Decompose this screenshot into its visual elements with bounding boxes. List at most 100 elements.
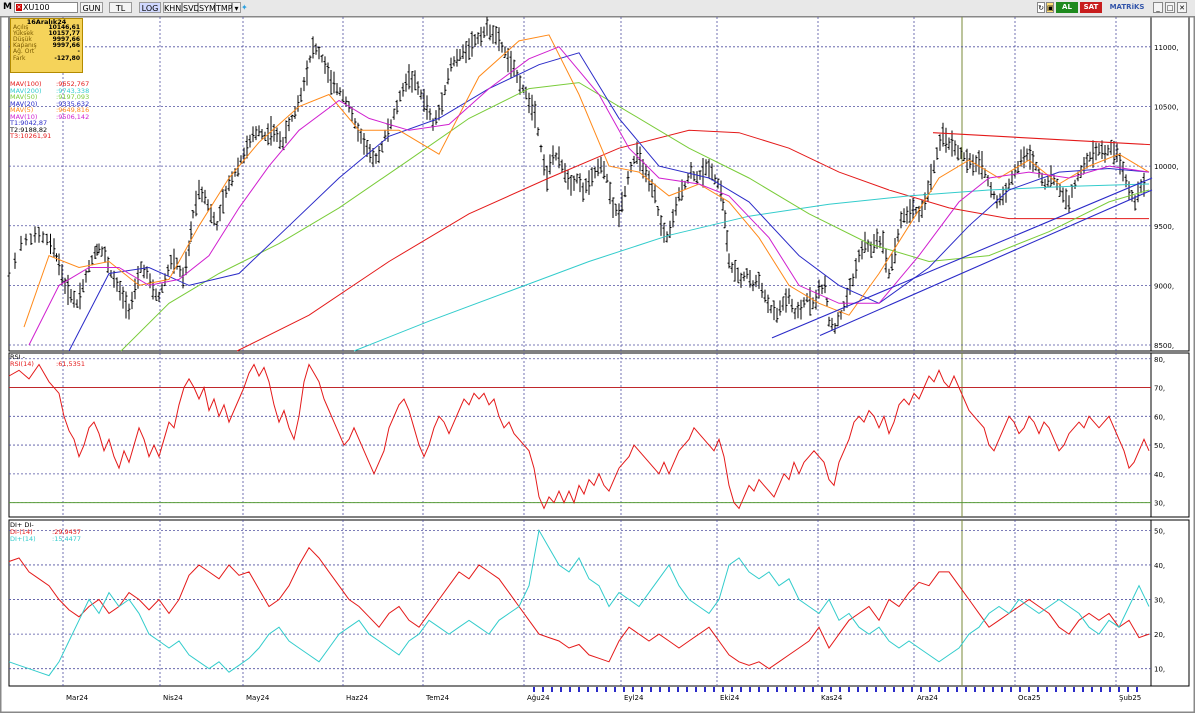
x-tick-label: Nis24: [163, 694, 183, 702]
rsi-legend: RSI(14):61,5351: [10, 361, 85, 368]
time-tick: [551, 687, 553, 692]
x-tick-label: Haz24: [346, 694, 369, 702]
time-tick: [650, 687, 652, 692]
matriks-logo: MATRiKS: [1109, 3, 1145, 11]
time-tick: [659, 687, 661, 692]
time-tick: [1127, 687, 1129, 692]
menu-button[interactable]: M: [3, 2, 12, 12]
time-tick: [965, 687, 967, 692]
time-tick: [803, 687, 805, 692]
ma-legend-item: MAV(5) :9649,816: [10, 107, 89, 114]
time-tick: [920, 687, 922, 692]
price-tick-label: 10500,: [1154, 103, 1179, 111]
time-tick: [884, 687, 886, 692]
minimize-icon[interactable]: _: [1153, 2, 1163, 13]
info-date: 16Aralık24: [26, 18, 67, 26]
trendline: [819, 189, 1153, 336]
period-button-gun[interactable]: GUN: [80, 2, 103, 13]
time-tick: [677, 687, 679, 692]
time-tick: [1046, 687, 1048, 692]
price-tick-label: 9500,: [1154, 223, 1174, 231]
moving-average-line: [23, 34, 1150, 328]
time-tick: [1136, 687, 1138, 692]
time-tick: [938, 687, 940, 692]
close-icon[interactable]: ✕: [16, 4, 22, 11]
x-tick-label: Eki24: [720, 694, 740, 702]
time-tick: [857, 687, 859, 692]
ma-legend-value: :9197,093: [56, 93, 90, 101]
currency-button-tl[interactable]: TL: [109, 2, 132, 13]
di-tick-label: 20,: [1154, 631, 1165, 639]
close-window-icon[interactable]: ✕: [1177, 2, 1187, 13]
symbol-text: XU100: [23, 3, 50, 12]
tmp-button[interactable]: TMP: [215, 2, 233, 13]
price-tick-label: 11000,: [1154, 44, 1179, 52]
rsi-tick-label: 60,: [1154, 413, 1165, 421]
ma-legend-name: MAV(20): [10, 99, 38, 108]
time-tick: [1082, 687, 1084, 692]
lock-icon[interactable]: ▣: [1046, 2, 1054, 13]
di-tick-label: 40,: [1154, 562, 1165, 570]
time-tick: [830, 687, 832, 692]
time-tick: [587, 687, 589, 692]
time-tick: [974, 687, 976, 692]
rsi-legend-value: :61,5351: [56, 360, 86, 368]
ma-legend-item: MAV(50):9197,093: [10, 94, 89, 101]
time-tick: [776, 687, 778, 692]
svd-button[interactable]: SVD: [182, 2, 200, 13]
y-axis-frame: [1150, 16, 1190, 352]
time-tick: [542, 687, 544, 692]
di-chart: [8, 528, 1150, 677]
time-tick: [992, 687, 994, 692]
time-tick: [1091, 687, 1093, 692]
rsi-tick-label: 40,: [1154, 471, 1165, 479]
price-tick-label: 10000,: [1154, 163, 1179, 171]
sell-button[interactable]: SAT: [1080, 2, 1102, 13]
ma-legend-item: T3:10261,91: [10, 133, 56, 140]
ma-legend-name: MAV(5): [10, 106, 34, 114]
ma-legend-item: MAV(20):9335,632: [10, 99, 89, 108]
maximize-icon[interactable]: □: [1165, 2, 1175, 13]
ma-legend-value: :9743,338: [56, 86, 90, 95]
time-tick: [569, 687, 571, 692]
di-plus-legend: DI+(14):15,4477: [10, 536, 81, 543]
di-plus-line: [8, 528, 1150, 677]
ma-legend-name: MAV(100): [10, 80, 42, 88]
rsi-tick-label: 30,: [1154, 500, 1165, 508]
panel-frame: [8, 519, 1152, 687]
time-tick: [749, 687, 751, 692]
time-tick: [1055, 687, 1057, 692]
symbol-input[interactable]: ✕ XU100: [14, 2, 78, 13]
time-tick: [1028, 687, 1030, 692]
time-tick: [695, 687, 697, 692]
ma-legend-name: MAV(200): [10, 86, 42, 95]
time-tick: [947, 687, 949, 692]
log-button[interactable]: LOG: [139, 2, 161, 13]
dropdown-button[interactable]: ▾: [232, 2, 241, 13]
khn-button[interactable]: KHN: [163, 2, 182, 13]
time-tick: [848, 687, 850, 692]
ma-legend-item: T2:9188,82: [10, 126, 56, 134]
time-tick: [794, 687, 796, 692]
di-minus-legend-value: :29,9437: [52, 528, 82, 536]
x-tick-label: Ara24: [917, 694, 938, 702]
trendline: [932, 132, 1151, 146]
buy-button[interactable]: AL: [1056, 2, 1078, 13]
time-tick: [1019, 687, 1021, 692]
rsi-panel-title: RSI -: [10, 353, 25, 361]
ma-legend-item: T1:9042,87: [10, 120, 56, 127]
sym-button[interactable]: SYM: [198, 2, 216, 13]
ma-legend-value: :9649,816: [56, 106, 90, 114]
info-row-change: Fark -127,80: [13, 54, 80, 62]
time-tick: [902, 687, 904, 692]
time-tick: [686, 687, 688, 692]
chart-area[interactable]: Mar24 Nis24 May24 Haz24 Tem24 Ağu24 Eyl24 Eki24…: [0, 16, 1195, 713]
time-tick: [731, 687, 733, 692]
price-chart: [7, 16, 1153, 352]
x-tick-label: Eyl24: [624, 694, 644, 702]
time-tick: [875, 687, 877, 692]
ma-legend-name: T3:10261,91: [10, 132, 52, 140]
time-tick: [1064, 687, 1066, 692]
twitter-icon[interactable]: ✦: [241, 3, 248, 12]
refresh-icon[interactable]: ↻: [1037, 2, 1045, 13]
